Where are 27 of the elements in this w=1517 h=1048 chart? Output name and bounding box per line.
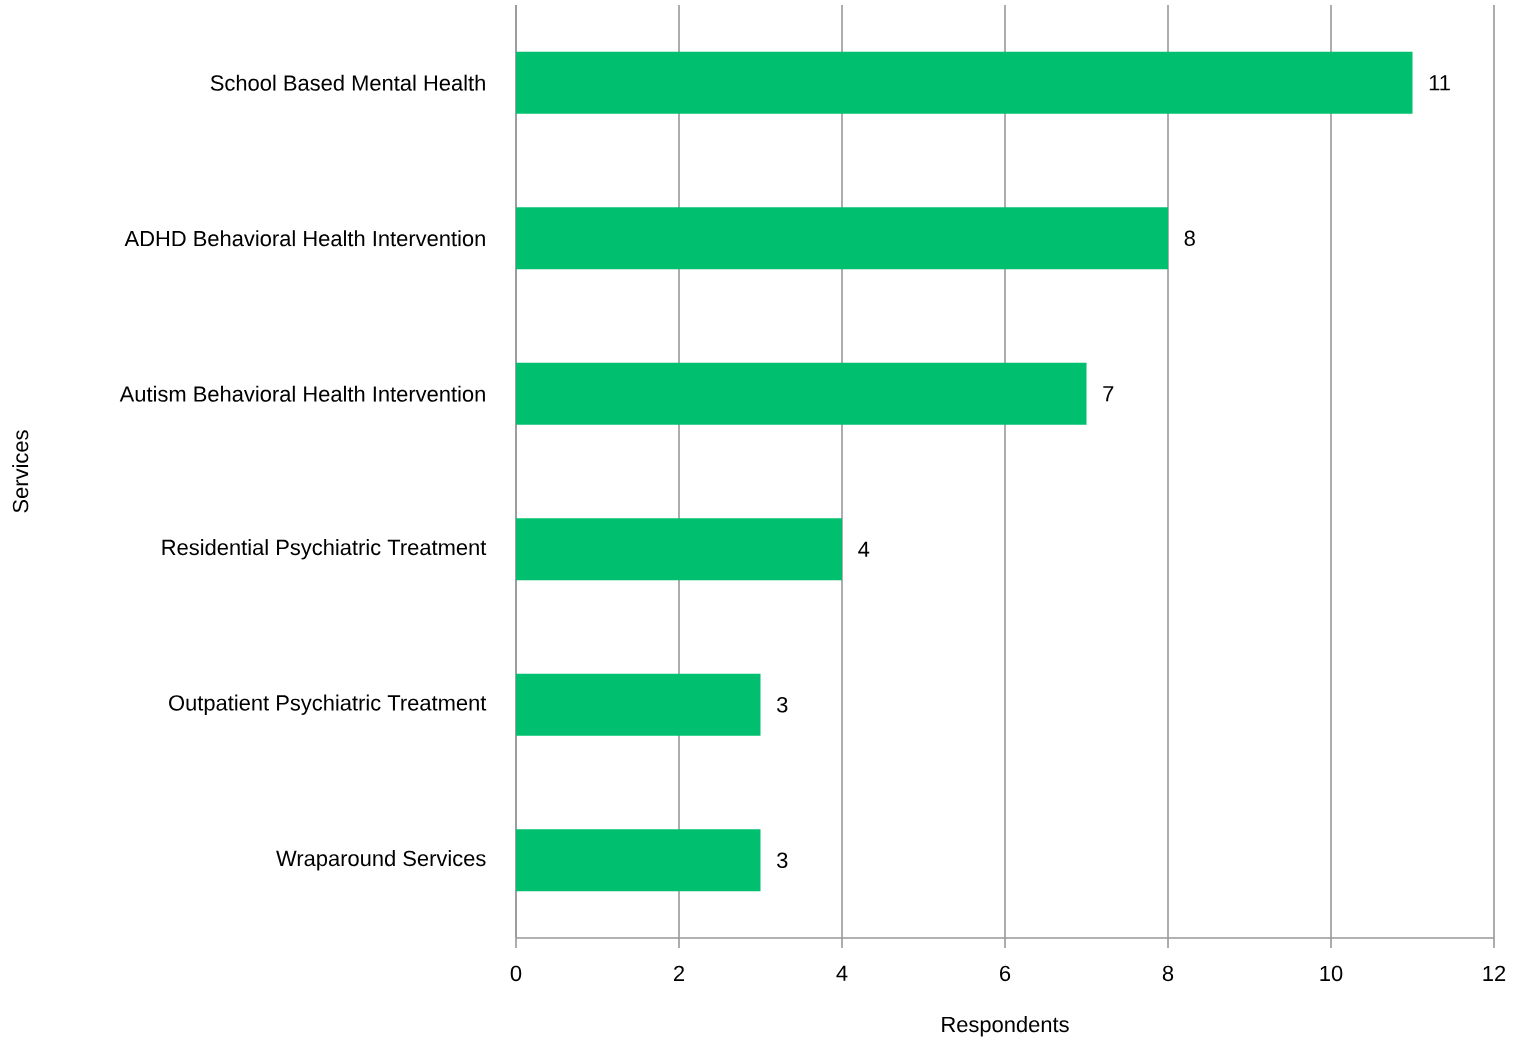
x-tick-label: 10 [1320, 965, 1343, 982]
data-label: 3 [777, 697, 788, 713]
x-axis-title: Respondents [942, 1016, 1069, 1037]
bar [516, 362, 1087, 425]
bar [516, 829, 761, 892]
data-label: 11 [1429, 75, 1450, 91]
x-tick-label: 2 [674, 965, 684, 981]
data-label: 7 [1103, 386, 1114, 402]
bar [516, 51, 1413, 114]
data-label: 4 [858, 541, 870, 557]
x-tick-label: 4 [836, 965, 848, 981]
y-tick-label: Autism Behavioral Health Intervention [119, 385, 485, 402]
x-tick-label: 0 [510, 965, 522, 982]
y-tick-label: ADHD Behavioral Health Intervention [124, 230, 485, 247]
data-label: 3 [777, 852, 788, 869]
x-tick-label: 12 [1483, 965, 1506, 981]
y-tick-label: School Based Mental Health [210, 74, 485, 91]
y-tick-label: Residential Psychiatric Treatment [162, 539, 487, 560]
x-tick-label: 8 [1162, 965, 1174, 982]
x-tick-label: 6 [1000, 965, 1011, 982]
data-label: 8 [1184, 230, 1195, 247]
y-axis-title: Services [12, 430, 29, 513]
y-tick-label: Wraparound Services [276, 850, 486, 871]
bar [516, 518, 842, 581]
bar [516, 673, 761, 736]
bar [516, 207, 1169, 270]
y-tick-label: Outpatient Psychiatric Treatment [169, 694, 487, 715]
